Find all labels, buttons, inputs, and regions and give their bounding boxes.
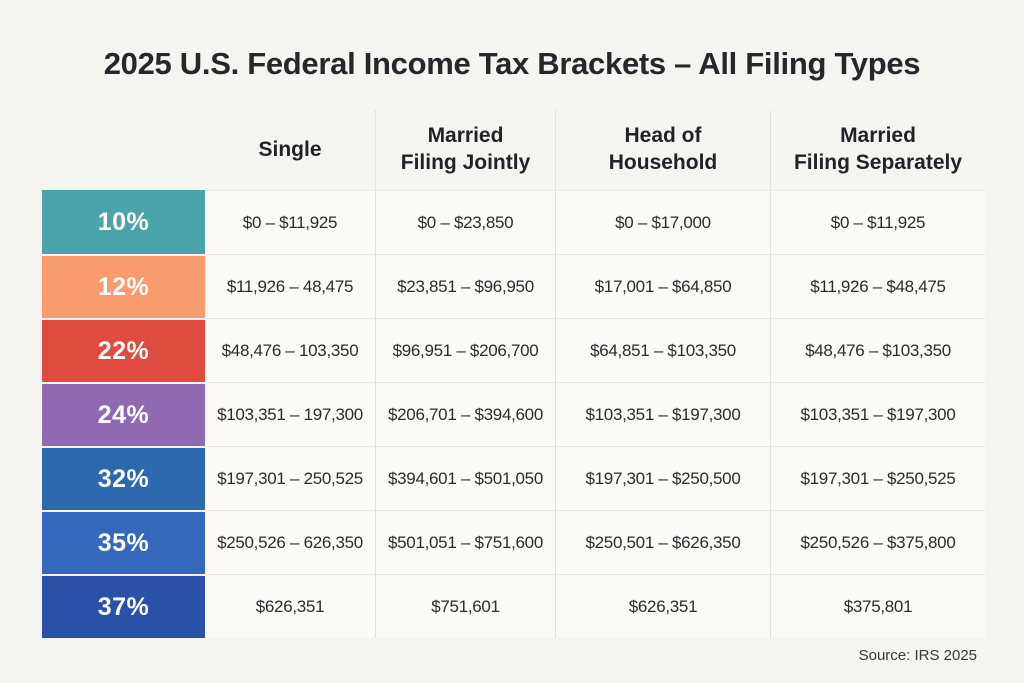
bracket-cell: $103,351 – $197,300	[770, 382, 985, 446]
table-corner-spacer	[42, 110, 205, 190]
rate-badge-35: 35%	[42, 510, 205, 574]
bracket-cell: $626,351	[205, 574, 375, 638]
bracket-cell: $206,701 – $394,600	[375, 382, 555, 446]
rate-badge-22: 22%	[42, 318, 205, 382]
bracket-cell: $11,926 – 48,475	[205, 254, 375, 318]
bracket-cell: $17,001 – $64,850	[555, 254, 770, 318]
bracket-cell: $501,051 – $751,600	[375, 510, 555, 574]
bracket-cell: $0 – $23,850	[375, 190, 555, 254]
bracket-cell: $250,501 – $626,350	[555, 510, 770, 574]
bracket-cell: $48,476 – $103,350	[770, 318, 985, 382]
column-header-married-filing-jointly: Married Filing Jointly	[375, 110, 555, 190]
column-header-married-filing-separately: Married Filing Separately	[770, 110, 985, 190]
column-header-head-of-household: Head of Household	[555, 110, 770, 190]
rate-badge-32: 32%	[42, 446, 205, 510]
rate-badge-24: 24%	[42, 382, 205, 446]
rate-badge-10: 10%	[42, 190, 205, 254]
column-header-single: Single	[258, 137, 322, 161]
bracket-cell: $64,851 – $103,350	[555, 318, 770, 382]
page-title: 2025 U.S. Federal Income Tax Brackets – …	[103, 46, 921, 81]
source-note: Source: IRS 2025	[858, 647, 977, 664]
bracket-cell: $48,476 – 103,350	[205, 318, 375, 382]
bracket-cell: $197,301 – $250,500	[555, 446, 770, 510]
bracket-cell: $250,526 – $375,800	[770, 510, 985, 574]
bracket-cell: $0 – $11,925	[770, 190, 985, 254]
bracket-cell: $103,351 – $197,300	[555, 382, 770, 446]
bracket-cell: $197,301 – $250,525	[770, 446, 985, 510]
bracket-cell: $375,801	[770, 574, 985, 638]
bracket-cell: $394,601 – $501,050	[375, 446, 555, 510]
bracket-cell: $626,351	[555, 574, 770, 638]
bracket-cell: $751,601	[375, 574, 555, 638]
bracket-cell: $197,301 – 250,525	[205, 446, 375, 510]
rate-badge-37: 37%	[42, 574, 205, 638]
tax-brackets-table: Single Married Filing Jointly Head of Ho…	[42, 110, 985, 638]
rate-badge-12: 12%	[42, 254, 205, 318]
bracket-cell: $0 – $17,000	[555, 190, 770, 254]
bracket-cell: $96,951 – $206,700	[375, 318, 555, 382]
bracket-cell: $250,526 – 626,350	[205, 510, 375, 574]
bracket-cell: $103,351 – 197,300	[205, 382, 375, 446]
bracket-cell: $11,926 – $48,475	[770, 254, 985, 318]
bracket-cell: $0 – $11,925	[205, 190, 375, 254]
bracket-cell: $23,851 – $96,950	[375, 254, 555, 318]
